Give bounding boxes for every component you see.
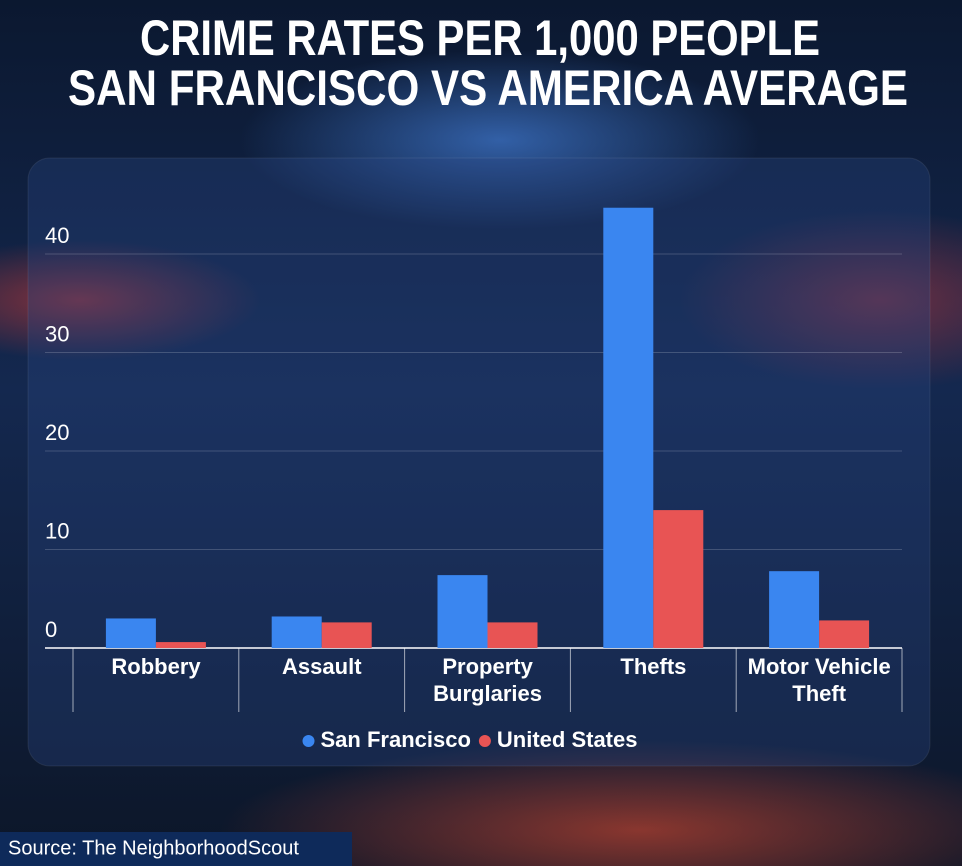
y-tick-label: 10 [45, 518, 69, 543]
y-tick-label: 40 [45, 223, 69, 248]
bar [271, 616, 322, 648]
y-tick-label: 20 [45, 420, 69, 445]
x-tick-label: Assault [282, 654, 362, 679]
x-tick-label: Property Burglaries [433, 654, 542, 706]
x-tick-label: Robbery [111, 654, 201, 679]
y-tick-label: 30 [45, 321, 69, 346]
bar [603, 207, 654, 648]
bar [321, 622, 372, 648]
chart-panel [27, 157, 931, 767]
bar [653, 510, 704, 648]
y-tick-label: 0 [45, 617, 57, 642]
legend-marker [478, 735, 491, 747]
chart-title: CRIME RATES PER 1,000 PEOPLE [140, 10, 820, 66]
source-box [0, 832, 352, 866]
bar [155, 642, 206, 648]
x-tick-label: Motor Vehicle Theft [747, 654, 891, 706]
chart-subtitle: SAN FRANCISCO VS AMERICA AVERAGE [68, 60, 908, 116]
legend-marker [302, 735, 315, 747]
bar [487, 622, 538, 648]
bar [437, 575, 488, 648]
bar [769, 571, 820, 648]
legend-label: San Francisco [321, 727, 471, 752]
bar [819, 620, 870, 648]
x-tick-label: Thefts [620, 654, 687, 679]
bar [105, 618, 156, 648]
legend-label: United States [497, 727, 638, 752]
source: Source: The NeighborhoodScout [8, 837, 299, 859]
